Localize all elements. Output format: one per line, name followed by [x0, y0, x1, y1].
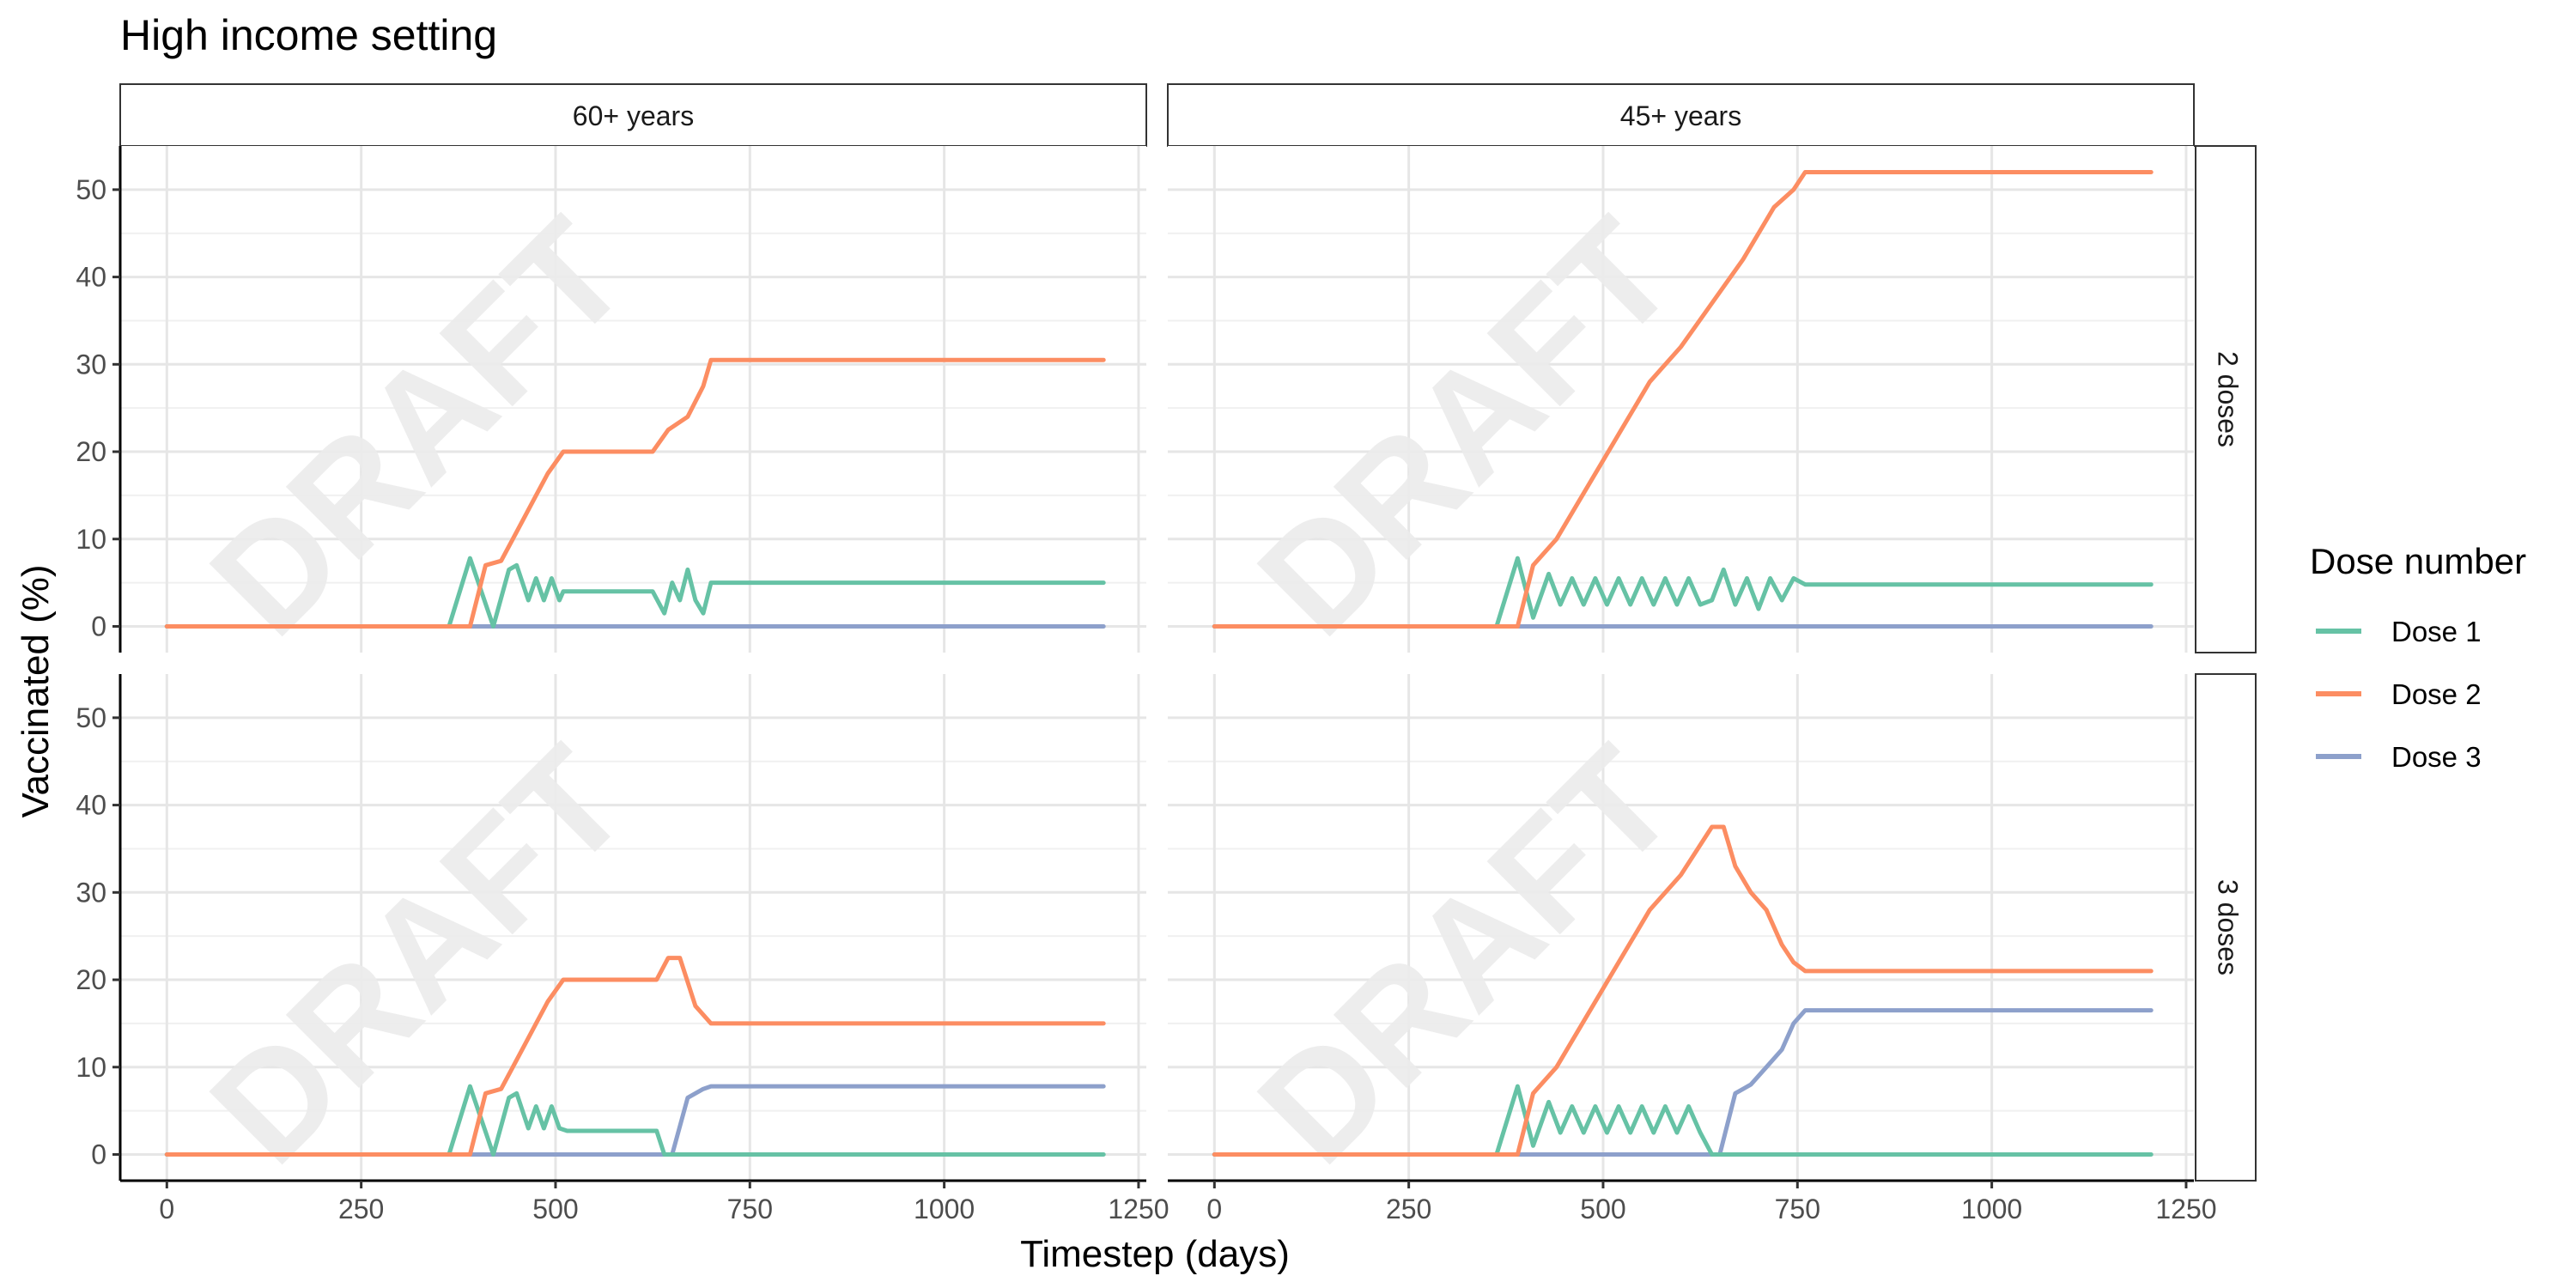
series-line-dose-1 [1212, 556, 2154, 629]
y-tick-label: 0 [91, 611, 106, 641]
facet-strip-label: 2 doses [2213, 351, 2244, 447]
x-tick-label: 750 [1775, 1194, 1820, 1224]
facet-strip-row [2195, 145, 2257, 653]
facet-strip-label: 3 doses [2213, 879, 2244, 975]
x-tick-label: 0 [1206, 1194, 1222, 1224]
legend: Dose number Dose 1 Dose 2 Dose 3 [2310, 541, 2526, 773]
y-tick-label: 30 [76, 349, 106, 380]
facet-strip-label: 45+ years [1620, 100, 1741, 131]
series-line-dose-1 [164, 556, 1106, 629]
panel-background [1168, 674, 2194, 1181]
series-line-dose-3 [1212, 1008, 2154, 1157]
y-tick-label: 30 [76, 877, 106, 908]
series-line-dose-2 [1212, 824, 2154, 1157]
facet-strip-label: 60+ years [573, 100, 694, 131]
x-tick-label: 250 [1386, 1194, 1431, 1224]
series-line-dose-2 [164, 956, 1106, 1157]
facet-panels: 60+ years 45+ years 2 doses 3 doses DRAFT DRA… [119, 83, 2257, 1195]
x-tick-label: 1250 [1108, 1194, 1169, 1224]
legend-label: Dose 3 [2391, 741, 2482, 773]
y-tick-label: 40 [76, 262, 106, 293]
y-tick-label: 0 [91, 1139, 106, 1170]
facet-strip-column [119, 83, 1147, 147]
y-tick-label: 10 [76, 524, 106, 555]
facet-strip-row [2195, 673, 2257, 1182]
y-tick-label: 50 [76, 702, 106, 733]
y-axis-label: Vaccinated (%) [15, 564, 57, 817]
panel-background [120, 674, 1146, 1181]
series-line-dose-2 [164, 357, 1106, 629]
x-axis-label: Timestep (days) [1020, 1233, 1290, 1275]
y-tick-label: 10 [76, 1052, 106, 1083]
y-tick-label: 20 [76, 964, 106, 995]
x-tick-label: 1000 [1961, 1194, 2022, 1224]
facet-panel: DRAFT [1168, 146, 2194, 667]
x-tick-label: 250 [338, 1194, 384, 1224]
facet-panel: DRAFT [120, 674, 1146, 1195]
x-tick-label: 750 [727, 1194, 773, 1224]
series-line-dose-1 [1212, 1084, 2154, 1157]
x-tick-label: 1250 [2155, 1194, 2216, 1224]
series-line-dose-2 [1212, 170, 2154, 629]
x-tick-label: 1000 [914, 1194, 975, 1224]
chart-title: High income setting [120, 11, 497, 59]
y-tick-label: 20 [76, 436, 106, 467]
panel-background [120, 146, 1146, 653]
legend-label: Dose 2 [2391, 678, 2482, 710]
y-tick-label: 40 [76, 790, 106, 821]
series-line-dose-3 [164, 1084, 1106, 1157]
x-tick-label: 500 [532, 1194, 578, 1224]
series-line-dose-1 [164, 1084, 1106, 1157]
x-tick-label: 0 [159, 1194, 174, 1224]
legend-title: Dose number [2310, 541, 2526, 581]
facet-panel: DRAFT [120, 146, 1146, 667]
panel-background [1168, 146, 2194, 653]
legend-label: Dose 1 [2391, 616, 2482, 647]
facet-strip-column [1167, 83, 2195, 147]
facet-panel: DRAFT [1168, 674, 2194, 1195]
x-tick-label: 500 [1580, 1194, 1625, 1224]
y-tick-label: 50 [76, 174, 106, 205]
